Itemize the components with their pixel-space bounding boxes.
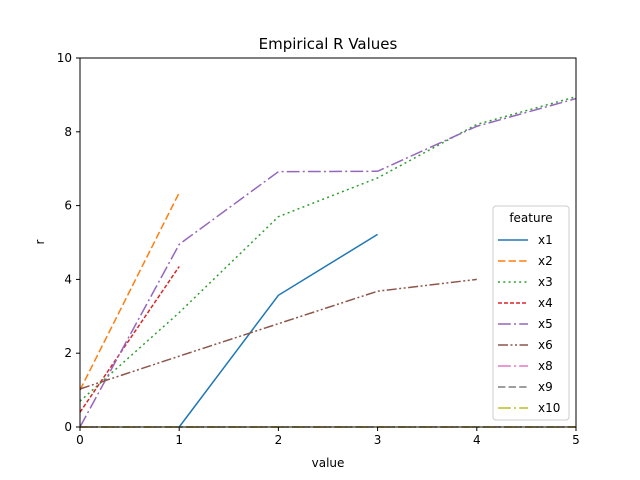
x-axis-label: value [312,456,345,470]
y-tick-label: 2 [64,346,72,360]
legend-label: x4 [538,296,553,310]
x-tick-label: 4 [473,433,481,447]
legend-label: x1 [538,233,553,247]
series-line-x3 [79,96,577,402]
legend-label: x8 [538,359,553,373]
legend-label: x2 [538,254,553,268]
legend-entry-x10: x10 [498,401,560,415]
legend-entry-x8: x8 [498,359,553,373]
legend-entry-x6: x6 [498,338,553,352]
legend-entry-x2: x2 [498,254,553,268]
series-line-x2 [79,192,180,391]
plot-frame [79,57,577,428]
legend-entry-x9: x9 [498,380,553,394]
x-tick-label: 1 [175,433,183,447]
x-tick-label: 3 [374,433,382,447]
x-tick-label: 5 [572,433,580,447]
legend-entry-x5: x5 [498,317,553,331]
legend-entries: x1 x2 x3 x4 x5 x6 x8 x9 x10 [498,233,560,415]
y-tick-label: 0 [64,420,72,434]
legend-box [492,205,570,421]
series-line-x6 [79,278,477,390]
legend-label: x10 [538,401,560,415]
legend-entry-x4: x4 [498,296,553,310]
legend-label: x5 [538,317,553,331]
y-tick-label: 6 [64,199,72,213]
legend: feature x1 x2 x3 x4 x5 x6 x8 x9 x10 [492,205,570,421]
series-line-x4 [79,266,180,413]
legend-title: feature [509,211,552,225]
x-tick-label: 2 [275,433,283,447]
ticks-layer: 0 1 2 3 4 5 0 2 4 6 8 10 [57,51,580,447]
series-line-x1 [178,233,378,428]
y-tick-label: 4 [64,272,72,286]
series-line-x5 [79,97,577,428]
y-tick-label: 10 [57,51,72,65]
y-tick-label: 8 [64,125,72,139]
legend-entry-x1: x1 [498,233,553,247]
legend-label: x9 [538,380,553,394]
legend-label: x6 [538,338,553,352]
x-tick-label: 0 [76,433,84,447]
legend-label: x3 [538,275,553,289]
chart-title: Empirical R Values [259,35,398,53]
y-axis-label: r [33,239,47,244]
legend-entry-x3: x3 [498,275,553,289]
